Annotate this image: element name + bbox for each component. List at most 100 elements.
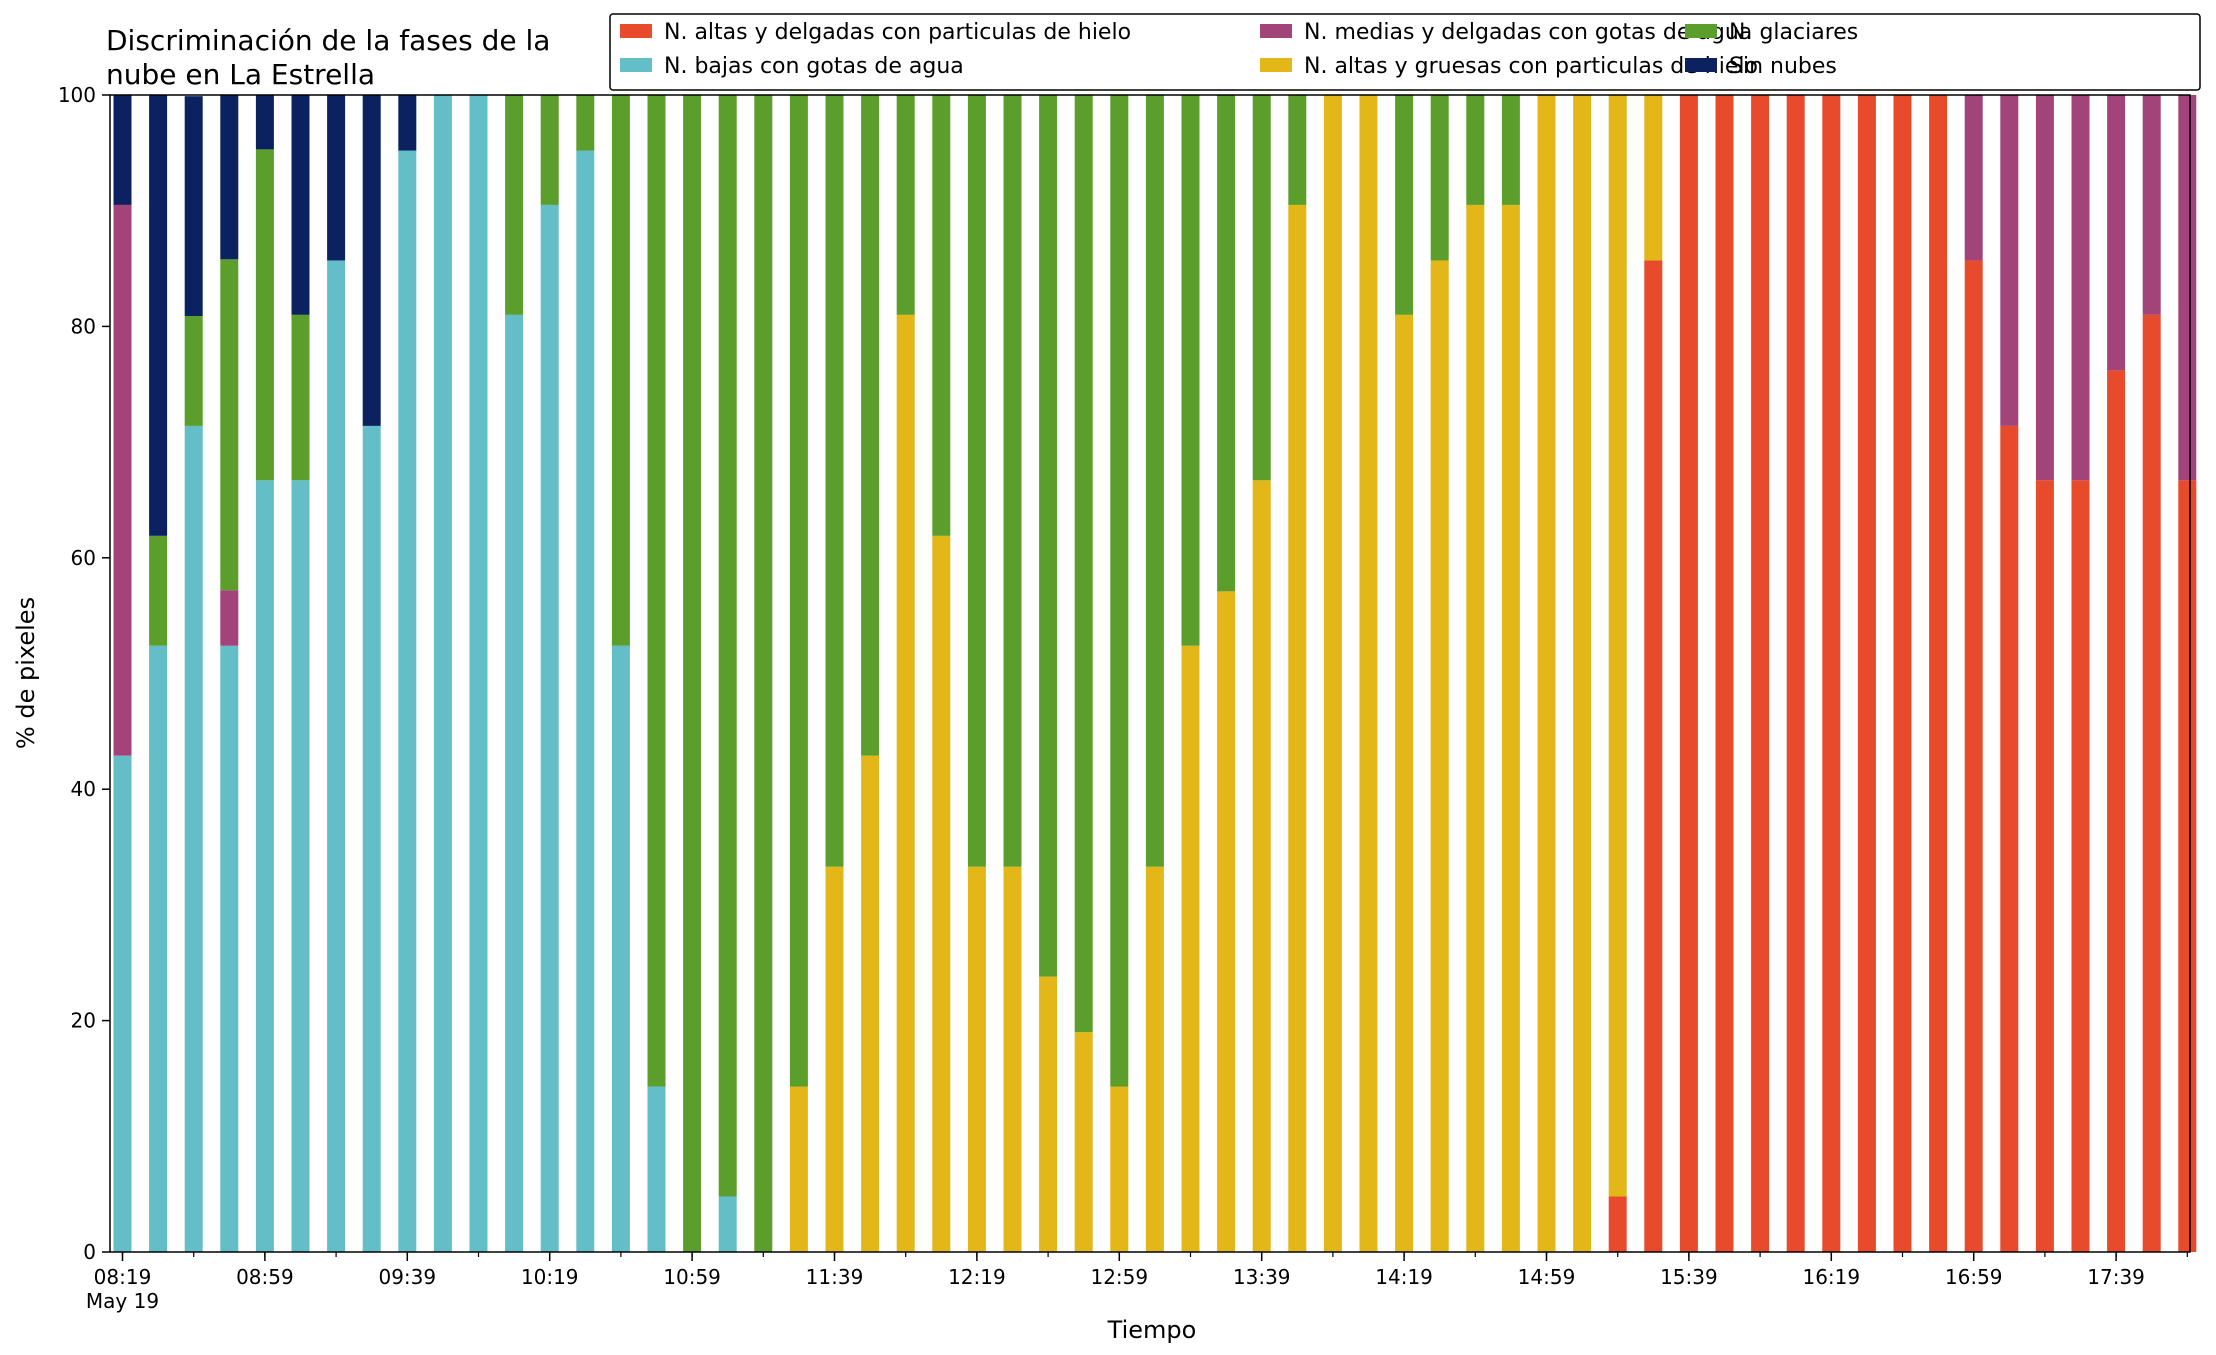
legend-label: N. altas y gruesas con particulas de hie… (1304, 54, 1758, 79)
y-tick-label: 60 (71, 546, 96, 570)
bar-segment (2142, 95, 2161, 315)
x-tick-label: 12:59 (1090, 1265, 1148, 1289)
bar-segment (327, 260, 346, 1252)
bar-segment (1715, 95, 1734, 1252)
legend-frame (609, 13, 2201, 91)
x-tick-label: 10:19 (521, 1265, 579, 1289)
bar-segment (1537, 95, 1556, 1252)
x-tick-label: 12:19 (948, 1265, 1006, 1289)
bar-segment (505, 314, 524, 1253)
bar-segment (576, 150, 595, 1252)
y-tick-label: 20 (71, 1009, 96, 1033)
x-tick-label: 11:39 (806, 1265, 864, 1289)
bar-segment (469, 95, 488, 1252)
bar-segment (291, 314, 310, 481)
bar-segment (1644, 95, 1663, 261)
bar-segment (540, 95, 559, 205)
bar-segment (1288, 204, 1307, 1252)
x-tick-label: 08:59 (236, 1265, 294, 1289)
bar-segment (1003, 866, 1022, 1252)
bar-segment (327, 95, 346, 261)
x-tick-label: 17:39 (2087, 1265, 2145, 1289)
bar-segment (825, 95, 844, 867)
x-tick-label: 13:39 (1233, 1265, 1291, 1289)
bar-segment (2178, 480, 2197, 1252)
bar-segment (1252, 480, 1271, 1252)
bar-segment (2000, 95, 2019, 426)
bar-segment (1252, 95, 1271, 481)
bar-segment (113, 755, 132, 1252)
bar-segment (255, 480, 274, 1252)
bar-segment (1039, 976, 1058, 1252)
bar-segment (1857, 95, 1876, 1252)
bar-segment (1608, 1196, 1627, 1252)
bar-segment (683, 95, 702, 1252)
bar-segment (2107, 95, 2126, 371)
bar-segment (1430, 95, 1449, 261)
legend-label: N. medias y delgadas con gotas de agua (1304, 20, 1752, 45)
bar-segment (1395, 95, 1414, 315)
bar-segment (1359, 95, 1378, 1252)
bar-segment (896, 95, 915, 315)
x-tick-label: 08:19 (94, 1265, 152, 1289)
bar-segment (1110, 1086, 1129, 1252)
legend: N. altas y delgadas con particulas de hi… (609, 13, 2201, 91)
bar-segment (1217, 591, 1236, 1252)
y-axis-label: % de pixeles (12, 597, 40, 749)
bar-segment (576, 95, 595, 151)
bar-segment (362, 95, 381, 426)
bar-segment (398, 150, 417, 1252)
x-tick-sublabel: May 19 (86, 1289, 159, 1313)
legend-label: N. glaciares (1729, 20, 1858, 45)
bar-segment (932, 535, 951, 1252)
bar-segment (1217, 95, 1236, 592)
bar-segment (1288, 95, 1307, 205)
bar-segment (1466, 204, 1485, 1252)
legend-label: N. altas y delgadas con particulas de hi… (664, 20, 1131, 45)
bar-segment (184, 96, 203, 316)
bar-segment (149, 645, 168, 1252)
bar-segment (184, 425, 203, 1252)
bar-segment (1893, 95, 1912, 1252)
bar-segment (1929, 95, 1948, 1252)
x-tick-label: 09:39 (378, 1265, 436, 1289)
bar-segment (398, 95, 417, 151)
legend-label: Sin nubes (1729, 54, 1837, 79)
bar-segment (291, 480, 310, 1252)
x-tick-label: 14:59 (1518, 1265, 1576, 1289)
bar-segment (220, 645, 239, 1252)
bar-segment (1644, 260, 1663, 1252)
bar-segment (2071, 95, 2090, 481)
x-tick-label: 14:19 (1375, 1265, 1433, 1289)
bar-segment (149, 535, 168, 646)
bar-segment (1608, 95, 1627, 1197)
bar-segment (1466, 95, 1485, 205)
bar-segment (433, 95, 452, 1252)
bar-segment (1395, 314, 1414, 1253)
y-tick-label: 100 (58, 83, 96, 107)
bar-segment (825, 866, 844, 1252)
bar-segment (1501, 95, 1520, 205)
bars-layer (113, 95, 2197, 1253)
bar-segment (861, 755, 880, 1252)
bar-segment (1430, 260, 1449, 1252)
bar-segment (1074, 95, 1093, 1033)
chart-title: nube en La Estrella (106, 58, 375, 91)
y-tick-label: 40 (71, 777, 96, 801)
bar-segment (113, 204, 132, 756)
bar-segment (754, 95, 773, 1252)
bar-segment (932, 95, 951, 536)
bar-segment (255, 95, 274, 150)
bar-segment (291, 95, 310, 315)
bar-segment (1145, 866, 1164, 1252)
bar-segment (718, 95, 737, 1197)
bar-segment (1751, 95, 1770, 1252)
bar-segment (896, 314, 915, 1253)
y-axis: 0 20 40 60 80 100 (58, 83, 110, 1264)
bar-segment (1786, 95, 1805, 1252)
bar-segment (647, 1086, 666, 1252)
bar-segment (1964, 260, 1983, 1252)
legend-swatch (620, 24, 652, 38)
x-axis-label: Tiempo (1107, 1316, 1197, 1344)
